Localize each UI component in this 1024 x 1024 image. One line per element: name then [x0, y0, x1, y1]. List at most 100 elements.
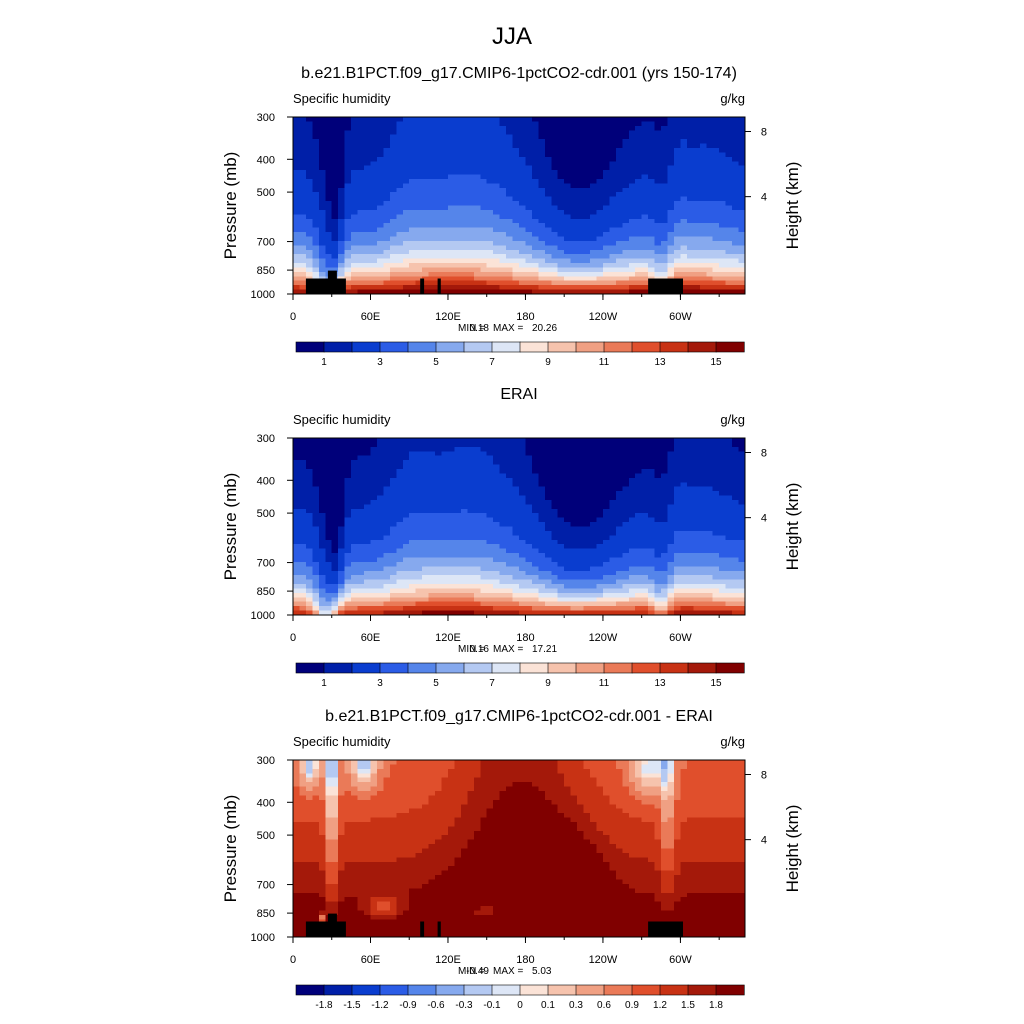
contour-cell: [499, 147, 507, 153]
contour-cell: [519, 553, 527, 559]
contour-cell: [435, 535, 443, 541]
contour-cell: [441, 130, 449, 136]
contour-cell: [486, 209, 494, 215]
contour-cell: [325, 201, 333, 207]
contour-cell: [699, 553, 707, 559]
contour-cell: [544, 187, 552, 193]
contour-cell: [506, 539, 514, 545]
contour-cell: [732, 125, 740, 131]
contour-cell: [725, 249, 733, 255]
contour-cell: [699, 249, 707, 255]
contour-cell: [596, 240, 604, 246]
contour-cell: [376, 289, 384, 295]
contour-cell: [493, 477, 501, 483]
contour-cell: [590, 183, 598, 189]
contour-cell: [596, 446, 604, 452]
contour-cell: [570, 473, 578, 479]
contour-cell: [344, 183, 352, 189]
contour-cell: [557, 455, 565, 461]
contour-cell: [331, 553, 339, 559]
contour-cell: [338, 530, 346, 536]
contour-cell: [299, 196, 307, 202]
contour-cell: [376, 280, 384, 286]
contour-cell: [531, 192, 539, 198]
contour-cell: [357, 451, 365, 457]
contour-cell: [519, 438, 527, 444]
contour-cell: [712, 557, 720, 563]
contour-cell: [428, 460, 436, 466]
contour-cell: [415, 232, 423, 238]
contour-cell: [376, 267, 384, 273]
contour-cell: [428, 535, 436, 541]
contour-cell: [673, 117, 682, 123]
contour-cell: [357, 460, 365, 466]
contour-cell: [680, 183, 688, 189]
contour-cell: [318, 143, 326, 149]
contour-cell: [480, 553, 488, 559]
contour-cell: [357, 289, 365, 295]
contour-cell: [641, 174, 649, 180]
contour-cell: [473, 152, 481, 158]
contour-cell: [725, 460, 733, 466]
contour-cell: [409, 254, 417, 260]
contour-cell: [531, 553, 539, 559]
contour-cell: [422, 289, 430, 295]
contour-cell: [402, 267, 410, 273]
contour-cell: [615, 446, 623, 452]
contour-cell: [357, 161, 365, 167]
contour-cell: [351, 276, 359, 282]
contour-cell: [338, 468, 346, 474]
contour-cell: [732, 267, 740, 273]
contour-cell: [312, 477, 320, 483]
contour-cell: [654, 254, 662, 260]
contour-cell: [383, 192, 391, 198]
contour-cell: [338, 473, 346, 479]
contour-cell: [519, 214, 527, 220]
contour-cell: [693, 161, 701, 167]
contour-cell: [557, 178, 565, 184]
contour-cell: [538, 263, 546, 269]
contour-cell: [641, 517, 649, 523]
contour-cell: [557, 491, 565, 497]
contour-cell: [609, 187, 617, 193]
contour-cell: [351, 201, 359, 207]
contour-cell: [557, 477, 565, 483]
contour-cell: [570, 468, 578, 474]
contour-cell: [376, 544, 384, 550]
contour-cell: [538, 446, 546, 452]
contour-cell: [415, 263, 423, 269]
contour-cell: [480, 165, 488, 171]
contour-cell: [441, 530, 449, 536]
contour-cell: [318, 232, 326, 238]
contour-cell: [460, 205, 468, 211]
contour-cell: [725, 561, 733, 567]
contour-cell: [732, 196, 740, 202]
contour-cell: [673, 254, 682, 260]
contour-cell: [473, 192, 481, 198]
contour-cell: [389, 513, 397, 519]
contour-cell: [338, 539, 346, 545]
contour-cell: [312, 446, 320, 452]
contour-cell: [544, 196, 552, 202]
contour-cell: [525, 223, 533, 229]
contour-cell: [409, 121, 417, 127]
contour-cell: [693, 258, 701, 264]
contour-cell: [506, 161, 514, 167]
contour-cell: [473, 156, 481, 162]
contour-cell: [609, 263, 617, 269]
contour-cell: [389, 223, 397, 229]
contour-cell: [635, 276, 643, 282]
contour-cell: [648, 187, 656, 193]
contour-cell: [447, 187, 456, 193]
contour-cell: [719, 178, 727, 184]
contour-cell: [396, 495, 404, 501]
contour-cell: [661, 486, 669, 492]
contour-cell: [364, 460, 372, 466]
contour-cell: [351, 526, 359, 532]
contour-cell: [473, 161, 481, 167]
contour-cell: [415, 285, 423, 291]
contour-cell: [602, 254, 610, 260]
contour-cell: [299, 178, 307, 184]
contour-cell: [493, 486, 501, 492]
contour-cell: [628, 486, 636, 492]
